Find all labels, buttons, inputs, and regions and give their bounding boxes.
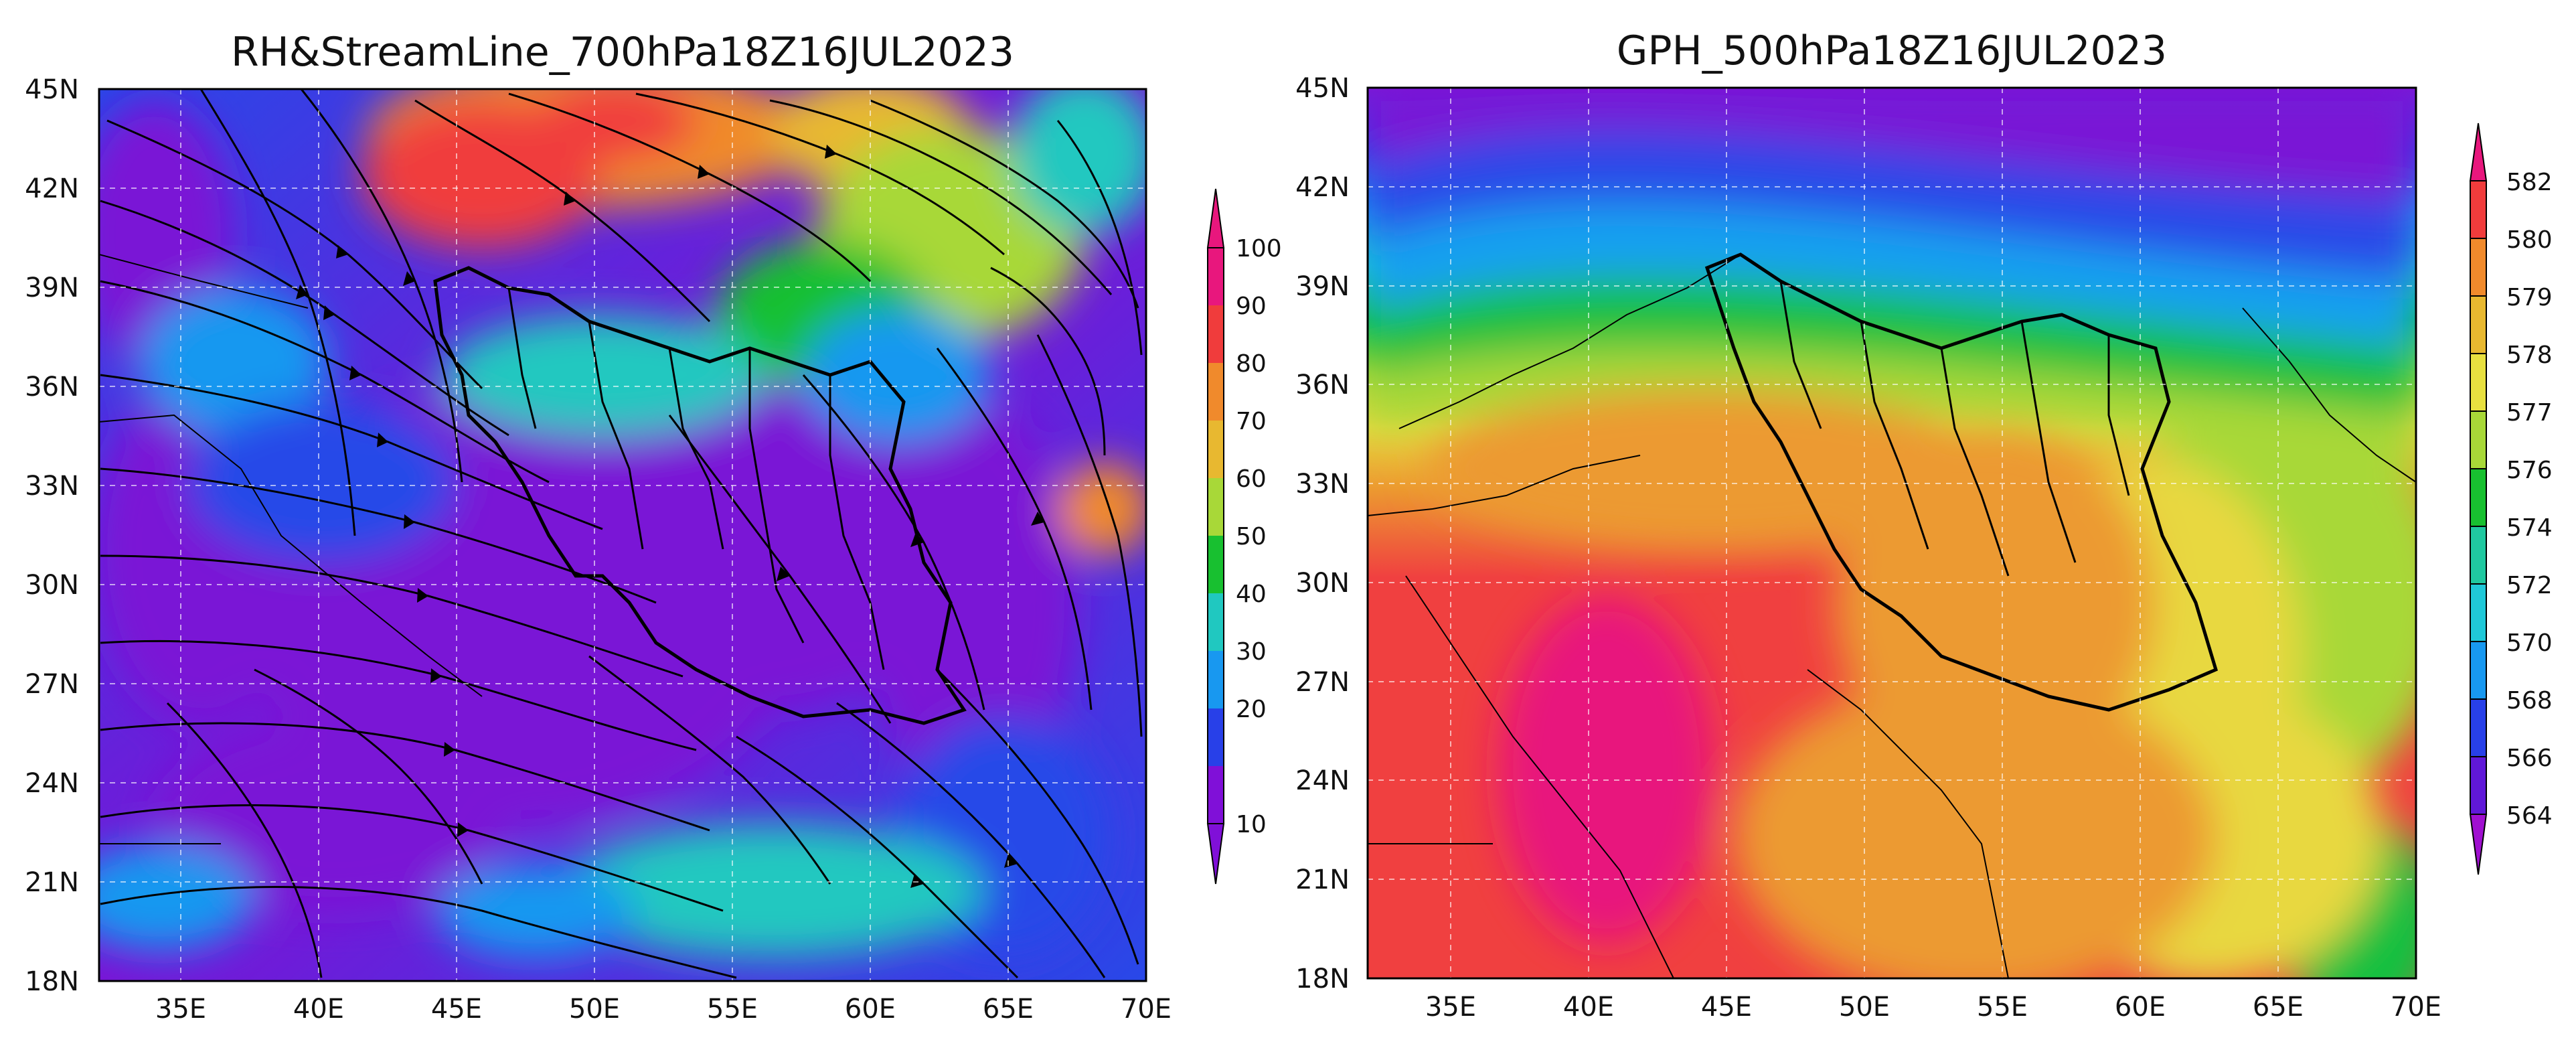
x-tick-label: 65E [983,994,1034,1025]
colorbar-tick: 50 [1236,523,1267,550]
colorbar-tick: 80 [1236,350,1267,378]
colorbar-segment [2470,641,2487,700]
colorbar-tick: 40 [1236,581,1267,608]
colorbar-tick: 578 [2506,342,2553,369]
gph-borders [1368,252,2416,978]
x-tick-label: 50E [569,994,620,1025]
y-tick-label: 42N [1295,172,1350,203]
x-tick-label: 40E [1563,992,1614,1023]
y-tick-label: 33N [1295,469,1350,500]
colorbar-tick: 566 [2506,745,2553,772]
colorbar-tick: 30 [1236,638,1267,666]
colorbar-segment [2470,295,2487,354]
y-tick-label: 21N [25,867,79,898]
colorbar-tick: 70 [1236,408,1267,435]
colorbar-segment [2470,353,2487,412]
gph-y-axis: 45N 42N 39N 36N 33N 30N 27N 24N 21N 18N [1295,73,1350,994]
colorbar-tick: 576 [2506,457,2553,484]
x-tick-label: 55E [707,994,758,1025]
y-tick-label: 27N [25,669,79,700]
x-tick-label: 50E [1839,992,1890,1023]
colorbar-tick: 579 [2506,284,2553,311]
colorbar-tick: 570 [2506,629,2553,657]
y-tick-label: 18N [1295,964,1350,994]
colorbar-tick: 568 [2506,687,2553,715]
colorbar-tick: 90 [1236,293,1267,320]
y-tick-label: 33N [25,471,79,502]
y-tick-label: 39N [25,273,79,303]
y-tick-label: 24N [1295,765,1350,796]
y-tick-label: 27N [1295,667,1350,698]
streamline-arrows [296,145,1044,888]
colorbar-tick: 572 [2506,572,2553,599]
x-tick-label: 35E [1425,992,1476,1023]
colorbar-segment [2470,468,2487,527]
rh-borders [99,254,967,844]
y-tick-label: 18N [25,966,79,997]
rh-plot-frame [98,88,1147,982]
gph-colorbar: 582 580 579 578 577 576 574 572 570 568 … [2469,123,2553,875]
y-tick-label: 30N [1295,568,1350,599]
y-tick-label: 36N [1295,370,1350,400]
colorbar-tick: 564 [2506,802,2553,830]
y-tick-label: 45N [25,74,79,105]
y-tick-label: 30N [25,570,79,601]
rh-colorbar: 100 90 80 70 60 50 40 30 20 10 [1206,188,1282,885]
colorbar-bottom-arrow [2469,814,2488,875]
colorbar-tick: 577 [2506,399,2553,427]
y-tick-label: 45N [1295,73,1350,104]
colorbar-segment [2470,756,2487,815]
colorbar-segment [2470,180,2487,239]
x-tick-label: 70E [1121,994,1172,1025]
gph-plot-frame [1366,86,2417,980]
x-tick-label: 70E [2391,992,2441,1023]
colorbar-segment [2470,583,2487,642]
gph-field [1368,88,2416,978]
colorbar-tick: 60 [1236,465,1267,493]
colorbar-segment [2470,238,2487,297]
rh-panel: RH&StreamLine_700hPa18Z16JUL2023 [25,29,1282,1025]
gph-panel-title: GPH_500hPa18Z16JUL2023 [1617,27,2167,74]
colorbar-tick: 20 [1236,696,1267,723]
gph-panel: GPH_500hPa18Z16JUL2023 [1295,27,2553,1023]
x-tick-label: 35E [155,994,206,1025]
x-tick-label: 55E [1977,992,2028,1023]
colorbar-tick: 574 [2506,514,2553,542]
y-tick-label: 39N [1295,271,1350,302]
rh-y-axis: 45N 42N 39N 36N 33N 30N 27N 24N 21N 18N [25,74,79,997]
y-tick-label: 21N [1295,865,1350,895]
colorbar-segment [2470,410,2487,469]
colorbar-tick: 580 [2506,226,2553,254]
x-tick-label: 60E [2115,992,2166,1023]
x-tick-label: 60E [845,994,896,1025]
colorbar-segment [2470,698,2487,757]
x-tick-label: 40E [293,994,344,1025]
colorbar-tick: 10 [1236,811,1267,838]
y-tick-label: 42N [25,173,79,204]
gph-gridlines [1368,88,2416,978]
rh-field [99,89,1146,981]
gph-x-axis: 35E 40E 45E 50E 55E 60E 65E 70E [1425,992,2441,1023]
rh-gridlines [99,89,1146,981]
y-tick-label: 36N [25,372,79,402]
colorbar-tick: 582 [2506,169,2553,196]
colorbar-segment [2470,526,2487,585]
x-tick-label: 65E [2253,992,2304,1023]
x-tick-label: 45E [431,994,482,1025]
colorbar-tick: 100 [1236,235,1282,262]
y-tick-label: 24N [25,768,79,799]
x-tick-label: 45E [1701,992,1752,1023]
rh-panel-title: RH&StreamLine_700hPa18Z16JUL2023 [231,29,1014,76]
colorbar-top-arrow [2469,123,2488,181]
rh-x-axis: 35E 40E 45E 50E 55E 60E 65E 70E [155,994,1172,1025]
